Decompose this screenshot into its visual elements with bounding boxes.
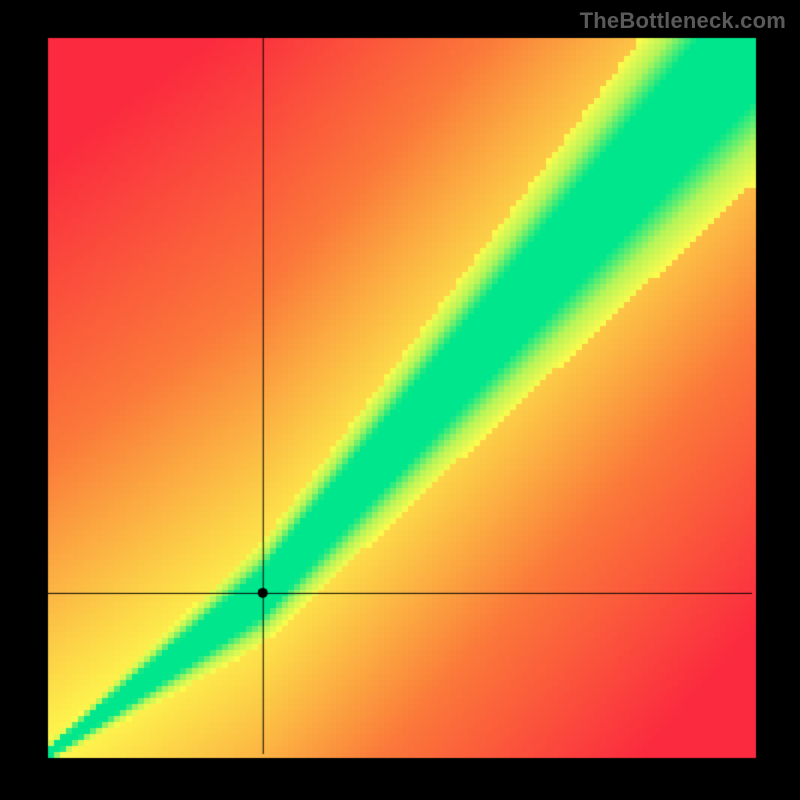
- watermark-text: TheBottleneck.com: [580, 8, 786, 34]
- heatmap-canvas: [0, 0, 800, 800]
